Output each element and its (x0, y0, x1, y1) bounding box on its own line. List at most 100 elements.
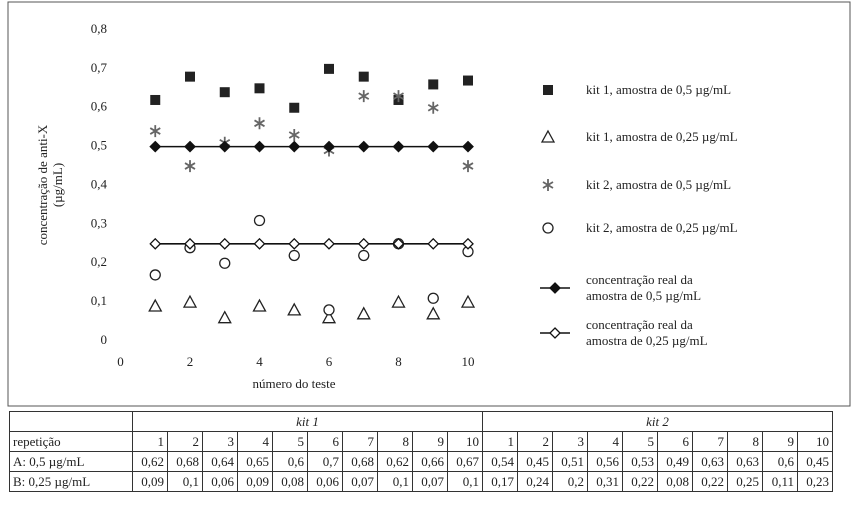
x-tick-label: 0 (117, 354, 124, 369)
table-value: 0,1 (447, 471, 483, 492)
point (288, 140, 301, 153)
point (427, 101, 439, 114)
table-value: 0,68 (342, 451, 378, 472)
y-tick-label: 0,6 (91, 99, 108, 114)
point (184, 160, 196, 173)
table-value: 0,25 (727, 471, 763, 492)
legend-label: kit 2, amostra de 0,25 µg/mL (586, 220, 738, 235)
table-value: 0,49 (657, 451, 693, 472)
y-axis-title: concentração de anti-X (µg/mL) (35, 124, 65, 245)
point (427, 292, 439, 304)
legend-marker (542, 222, 554, 234)
table-value: 0,1 (377, 471, 413, 492)
point (393, 90, 404, 103)
table-value: 0,45 (797, 451, 833, 472)
repetition-number: 3 (552, 431, 588, 452)
legend-label: concentração real da amostra de 0,25 µg/… (586, 317, 708, 348)
point (149, 237, 162, 250)
point (391, 294, 406, 308)
table-value: 0,09 (237, 471, 273, 492)
legend-label: kit 2, amostra de 0,5 µg/mL (586, 177, 732, 192)
point (427, 237, 440, 250)
y-tick-label: 0,4 (91, 176, 108, 191)
point (357, 237, 370, 250)
point (219, 257, 231, 269)
repetition-number: 5 (272, 431, 308, 452)
repetition-number: 10 (797, 431, 833, 452)
point (184, 140, 196, 153)
point (323, 140, 335, 153)
point (252, 298, 267, 312)
table-value: 0,07 (342, 471, 378, 492)
legend-marker (540, 327, 570, 339)
table-value: 0,51 (552, 451, 588, 472)
table-value: 0,62 (377, 451, 413, 472)
table-value: 0,31 (587, 471, 623, 492)
table-value: 0,6 (272, 451, 308, 472)
point (149, 140, 162, 153)
x-tick-label: 2 (187, 354, 194, 369)
point (356, 306, 371, 320)
table-value: 0,45 (517, 451, 553, 472)
legend-symbol (549, 327, 561, 339)
point (289, 102, 300, 113)
point (288, 237, 301, 250)
legend-item: kit 1, amostra de 0,5 µg/mL (538, 74, 731, 106)
table-value: 0,54 (482, 451, 518, 472)
table-value: 0,08 (657, 471, 693, 492)
table-value: 0,53 (622, 451, 658, 472)
y-tick-label: 0,3 (91, 215, 107, 230)
repetition-number: 7 (692, 431, 728, 452)
legend-label: kit 1, amostra de 0,5 µg/mL (586, 82, 732, 97)
table-value: 0,1 (167, 471, 203, 492)
table-value: 0,6 (762, 451, 798, 472)
point (427, 140, 440, 153)
legend-symbol (542, 179, 554, 191)
point (358, 71, 369, 82)
repetition-number: 4 (237, 431, 273, 452)
legend-symbol (542, 222, 554, 234)
table-cell (9, 411, 133, 432)
point (288, 128, 300, 141)
point (287, 302, 302, 316)
table-value: 0,62 (132, 451, 168, 472)
legend-symbol (540, 129, 556, 143)
point (254, 83, 265, 94)
point (358, 249, 370, 262)
table-value: 0,66 (412, 451, 448, 472)
point (358, 90, 370, 103)
point (149, 125, 161, 138)
table-row: kit 1 kit 2 (9, 411, 833, 432)
point (253, 140, 266, 153)
table-value: 0,56 (587, 451, 623, 472)
group-header: kit 1 (132, 411, 483, 432)
repetition-number: 10 (447, 431, 483, 452)
row-header: B: 0,25 µg/mL (9, 471, 133, 492)
x-tick-label: 4 (256, 354, 263, 369)
point (184, 237, 196, 250)
table-value: 0,22 (622, 471, 658, 492)
legend-marker (540, 282, 570, 294)
legend-marker (542, 179, 554, 191)
legend-item: concentração real da amostra de 0,5 µg/m… (538, 272, 736, 304)
point (462, 140, 474, 153)
point (357, 140, 370, 153)
table-value: 0,2 (552, 471, 588, 492)
x-axis-title: número do teste (252, 376, 335, 391)
legend-symbol (543, 85, 553, 95)
repetition-number: 2 (517, 431, 553, 452)
row-header: A: 0,5 µg/mL (9, 451, 133, 472)
repetition-number: 9 (762, 431, 798, 452)
row-header: repetição (9, 431, 133, 452)
table-value: 0,08 (272, 471, 308, 492)
table-value: 0,07 (412, 471, 448, 492)
legend-item: kit 2, amostra de 0,5 µg/mL (538, 169, 731, 201)
table-value: 0,22 (692, 471, 728, 492)
x-tick-label: 10 (462, 354, 475, 369)
y-axis-title-line: concentração de anti-X (35, 124, 50, 245)
point (148, 298, 163, 312)
point (462, 237, 474, 250)
repetition-number: 4 (587, 431, 623, 452)
repetition-number: 6 (657, 431, 693, 452)
